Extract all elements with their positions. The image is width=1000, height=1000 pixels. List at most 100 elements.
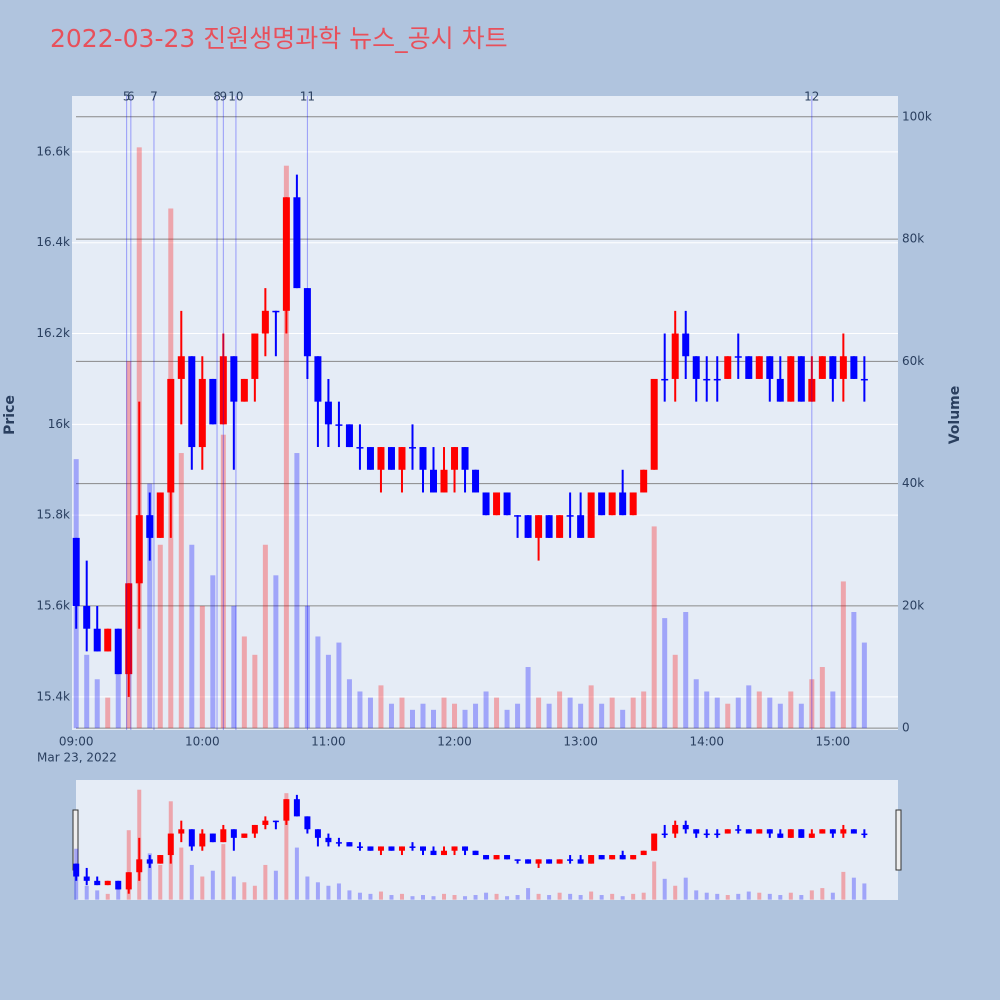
- volume-bar: [515, 703, 521, 729]
- volume-bar: [378, 891, 383, 900]
- volume-bar: [767, 893, 772, 900]
- annotation-label: 9: [220, 90, 228, 104]
- volume-bar: [473, 703, 479, 729]
- volume-bar: [357, 892, 362, 900]
- volume-bar: [409, 709, 415, 729]
- volume-bar: [304, 605, 310, 729]
- annotation-label: 10: [228, 90, 243, 104]
- candle-body: [136, 859, 143, 873]
- volume-bar: [652, 861, 657, 900]
- slider-handle[interactable]: [895, 809, 902, 871]
- candle-body: [304, 816, 311, 830]
- volume-bar: [505, 896, 510, 900]
- volume-bar: [399, 697, 405, 729]
- volume-bar: [336, 883, 341, 900]
- volume-bar: [630, 697, 636, 729]
- candle-body: [83, 606, 91, 629]
- volume-bar: [84, 885, 89, 900]
- volume-bar: [778, 895, 783, 900]
- range-slider[interactable]: [76, 780, 898, 900]
- candle-body: [640, 469, 648, 493]
- candle-body: [335, 842, 342, 844]
- volume-bar: [179, 847, 184, 900]
- volume-bar: [840, 581, 846, 729]
- candle-body: [556, 859, 563, 864]
- candle-body: [756, 829, 763, 834]
- volume-bar: [672, 654, 678, 729]
- candle-body: [94, 880, 101, 886]
- candle-body: [261, 310, 269, 334]
- candle-body: [440, 469, 448, 493]
- candle-body: [483, 855, 490, 860]
- candle-body: [72, 537, 80, 607]
- volume-bar: [116, 889, 121, 900]
- candle-body: [818, 356, 826, 379]
- volume-bar: [115, 673, 121, 729]
- candle-body: [514, 515, 522, 517]
- volume-bar: [483, 691, 489, 729]
- candle-body: [567, 859, 574, 861]
- volume-bar: [683, 612, 689, 729]
- volume-bar: [220, 434, 226, 729]
- candle-body: [714, 833, 721, 836]
- volume-bar: [546, 703, 552, 729]
- candle-body: [240, 378, 248, 402]
- volume-bar: [862, 883, 867, 900]
- volume-bar: [420, 703, 426, 729]
- candle-body: [282, 197, 290, 311]
- volume-bar: [620, 896, 625, 900]
- candle-body: [850, 829, 857, 834]
- volume-bar: [452, 703, 458, 729]
- y2-tick-label: 60k: [902, 354, 924, 368]
- volume-bar: [263, 864, 268, 900]
- volume-bar: [325, 654, 331, 729]
- volume-bar: [473, 895, 478, 900]
- candle-body: [430, 469, 438, 493]
- volume-bar: [809, 679, 815, 729]
- volume-bar: [147, 853, 152, 900]
- candle-body: [314, 356, 322, 402]
- volume-bar: [157, 544, 163, 729]
- candle-body: [114, 628, 122, 675]
- candle-body: [672, 824, 679, 834]
- candle-body: [776, 378, 784, 402]
- volume-bar: [494, 893, 499, 900]
- candle-body: [472, 850, 479, 856]
- candle-body: [692, 356, 700, 379]
- candle-body: [293, 799, 300, 817]
- annotation-label: 7: [150, 90, 158, 104]
- volume-bar: [799, 895, 804, 900]
- candle-body: [724, 829, 731, 834]
- candle-body: [167, 378, 175, 493]
- volume-bar: [736, 893, 741, 900]
- volume-bar: [347, 890, 352, 900]
- volume-bar: [336, 642, 342, 729]
- volume-bar: [683, 877, 688, 900]
- volume-bar: [273, 575, 279, 729]
- volume-bar: [714, 697, 720, 729]
- candle-body: [314, 829, 321, 838]
- volume-bar: [746, 685, 752, 729]
- candle-body: [661, 378, 669, 381]
- candle-body: [829, 829, 836, 834]
- candle-body: [661, 833, 668, 836]
- candle-body: [219, 356, 227, 425]
- annotation-label: 12: [804, 90, 819, 104]
- candle-body: [345, 424, 353, 448]
- candle-body: [629, 492, 637, 516]
- volume-bar: [95, 890, 100, 900]
- candle-body: [735, 829, 742, 831]
- candle-body: [209, 833, 216, 843]
- candle-body: [367, 846, 374, 851]
- volume-bar: [178, 453, 184, 729]
- candle-body: [188, 356, 196, 448]
- volume-bar: [357, 691, 363, 729]
- volume-bar: [547, 895, 552, 900]
- candle-body: [787, 829, 794, 838]
- candle-body: [408, 447, 416, 449]
- candle-body: [188, 829, 195, 847]
- volume-bar: [788, 691, 794, 729]
- volume-bar: [262, 544, 268, 729]
- candle-body: [156, 492, 164, 538]
- candle-body: [472, 469, 480, 493]
